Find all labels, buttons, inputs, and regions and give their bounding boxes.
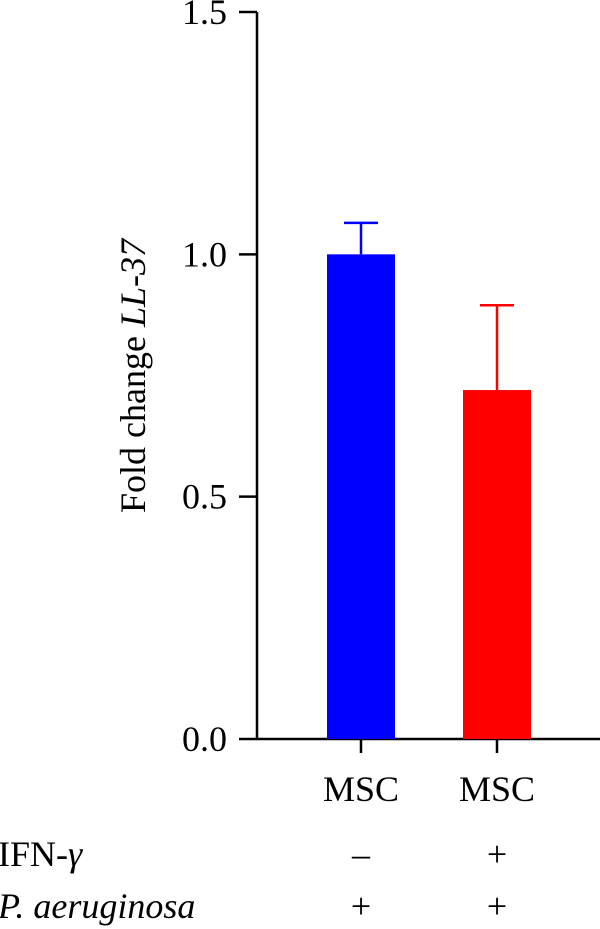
y-tick-label-0: 0.0	[182, 719, 227, 759]
gamma-symbol: γ	[68, 834, 83, 874]
y-axis-label: Fold change LL-37	[113, 237, 153, 513]
y-tick-label-1: 0.5	[182, 477, 227, 517]
bars	[327, 221, 531, 753]
bar-0	[327, 254, 395, 740]
y-ticks: 0.0 0.5 1.0 1.5	[182, 0, 257, 759]
category-label-0: MSC	[323, 769, 399, 809]
ifn-gamma-label-text: IFN-	[0, 834, 68, 874]
bar-1	[463, 390, 531, 739]
condition-mark-0-0: –	[351, 834, 371, 874]
y-tick-label-3: 1.5	[182, 0, 227, 32]
y-axis-label-gene: LL-37	[113, 237, 153, 328]
condition-marks: – + + +	[351, 834, 507, 926]
category-label-1: MSC	[459, 769, 535, 809]
condition-mark-1-1: +	[487, 886, 507, 926]
y-tick-label-2: 1.0	[182, 234, 227, 274]
y-axis-label-prefix: Fold change	[113, 327, 153, 513]
condition-mark-1-0: +	[351, 886, 371, 926]
condition-label-p-aeruginosa: P. aeruginosa	[0, 886, 195, 926]
category-labels: MSC MSC	[323, 769, 535, 809]
condition-label-ifn-gamma: IFN-γ	[0, 834, 83, 874]
condition-mark-0-1: +	[487, 834, 507, 874]
